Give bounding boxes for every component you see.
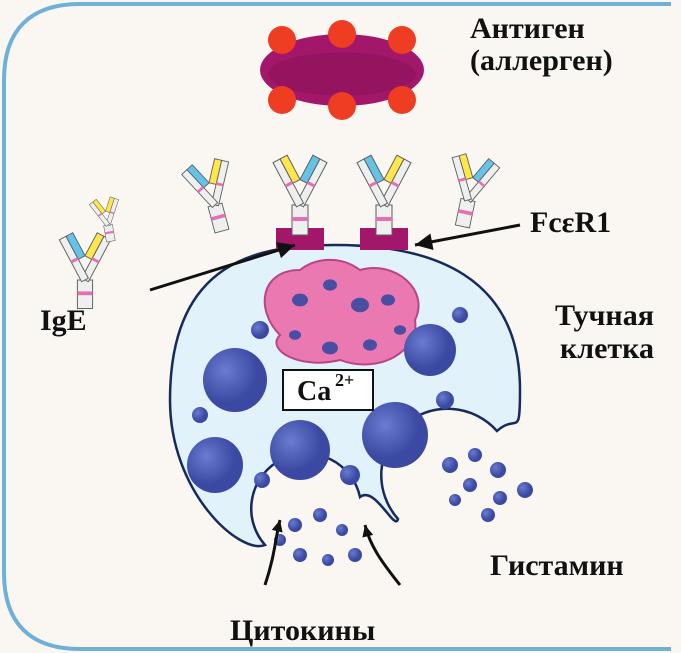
antigen-label-1: Антиген [470,12,585,45]
cytokine-dot [313,508,327,522]
mast-cell-diagram: Ca2+ Антиген(аллерген) IgE FcεR1 Тучнаяклетк… [0,0,681,653]
cytokine-dot [288,518,302,532]
cytokine-dot [336,524,348,536]
granule-small [340,465,360,485]
histamine-dot [493,491,507,505]
granule-small [436,391,454,409]
granule-large [270,420,330,480]
histamine-dot [449,494,461,506]
nucleus-spot [292,294,308,307]
histamine-dot [463,478,477,492]
antigen-epitope [328,20,356,48]
cytokines-label: Цитокины [230,614,375,647]
antigen-epitope [268,86,296,114]
cytokine-dot [322,554,334,566]
granule-large [404,324,456,376]
nucleus-spot [322,342,338,355]
antigen-epitope [388,86,416,114]
histamine-dot [481,508,495,522]
nucleus-spot [323,279,337,290]
mast-cell-label-2: клетка [560,332,654,365]
antigen-epitope [328,92,356,120]
nucleus-spot [394,325,406,335]
calcium-sup: 2+ [335,370,354,390]
granule-small [254,472,270,488]
granule-small [251,321,269,339]
nucleus-spot [381,294,395,305]
histamine-dot [442,457,458,473]
cytokine-dot [348,548,362,562]
granule-large [203,348,267,412]
nucleus-spot [363,339,377,350]
fcer1-label: FcεR1 [530,206,611,239]
antigen-epitope [388,26,416,54]
calcium-label: Ca [297,376,331,407]
histamine-dot [517,482,533,498]
granule-large [187,437,243,493]
nucleus-spot [289,330,301,340]
granule-small [452,307,468,323]
nucleus [265,260,419,365]
histamine-dot [468,448,482,462]
granule-small [192,407,208,423]
histamine-dot [490,462,506,478]
mast-cell-label-1: Тучная [555,299,654,332]
antigen-epitope [268,26,296,54]
histamine-label: Гистамин [490,549,624,582]
cytokine-dot [293,548,307,562]
granule-large [362,402,428,468]
nucleus-spot [351,298,369,312]
ige-label: IgE [40,304,87,337]
antigen-label-2: (аллерген) [470,44,613,77]
